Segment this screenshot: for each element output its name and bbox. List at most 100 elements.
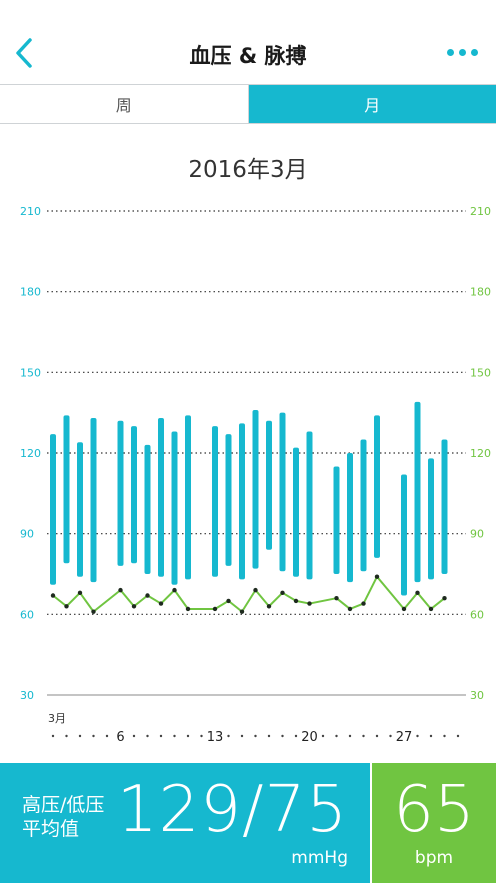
- x-day-dot: [281, 734, 284, 738]
- x-day-dot: [443, 734, 446, 738]
- bp-range-bar: [347, 453, 353, 583]
- x-day-dot: [105, 734, 109, 738]
- y-tick-label-left: 180: [20, 286, 41, 299]
- x-day-dot: [240, 734, 244, 738]
- pulse-point: [428, 606, 434, 612]
- bp-range-bar: [441, 439, 448, 574]
- bp-range-bar: [428, 458, 434, 580]
- bp-range-bar: [63, 415, 70, 564]
- pulse-point: [185, 606, 191, 612]
- pulse-point: [212, 606, 218, 612]
- bp-range-bar: [239, 423, 245, 580]
- pulse-point: [131, 604, 137, 609]
- x-day-dot: [51, 734, 55, 738]
- chevron-left-icon: [16, 38, 32, 68]
- x-day-dot: [254, 734, 257, 738]
- x-day-dot: [267, 734, 271, 738]
- bp-range-bar: [293, 447, 299, 577]
- bp-range-bar: [225, 434, 232, 566]
- bp-average-label-line2: 平均值: [22, 818, 80, 840]
- pulse-point: [280, 590, 285, 596]
- bp-average-value: 129/75: [116, 773, 348, 847]
- x-day-dot: [78, 734, 82, 738]
- bp-range-bar: [360, 439, 367, 572]
- x-day-dot: [132, 734, 136, 738]
- pulse-point: [226, 598, 231, 604]
- period-tabs: 周 月: [0, 85, 496, 124]
- x-day-dot: [65, 734, 68, 738]
- x-day-dot: [92, 734, 95, 738]
- x-day-label: 20: [301, 730, 318, 745]
- x-day-dot: [173, 734, 176, 738]
- pulse-point: [91, 609, 96, 614]
- x-day-dot: [429, 734, 433, 738]
- x-day-label: 27: [396, 730, 413, 745]
- x-day-dot: [200, 734, 203, 738]
- more-button[interactable]: [436, 36, 488, 68]
- x-day-dot: [146, 734, 149, 738]
- y-tick-label-left: 60: [20, 608, 34, 621]
- x-day-dot: [159, 734, 163, 738]
- x-day-dot: [389, 734, 392, 738]
- bp-summary-panel: 高压/低压 平均值 129/75 mmHg: [0, 763, 370, 883]
- pulse-point: [172, 587, 177, 593]
- pulse-point: [158, 601, 164, 606]
- period-title: 2016年3月: [188, 157, 308, 183]
- y-tick-label-right: 90: [470, 528, 484, 541]
- pulse-point: [361, 601, 366, 606]
- bp-range-bar: [144, 444, 151, 574]
- page-title: 血压 & 脉搏: [189, 44, 307, 68]
- pulse-point: [293, 598, 299, 604]
- more-dots-icon: [470, 48, 478, 56]
- x-day-dot: [362, 734, 365, 738]
- x-day-dot: [416, 734, 419, 738]
- pulse-point: [145, 593, 150, 598]
- bp-range-bar: [306, 431, 313, 580]
- x-month-label: 3月: [48, 712, 66, 725]
- pulse-point: [266, 604, 272, 609]
- bp-average-label: 高压/低压 平均值: [22, 793, 104, 841]
- bp-range-bar: [90, 418, 97, 583]
- bp-range-bar: [77, 442, 83, 577]
- bp-range-bar: [252, 409, 259, 569]
- bp-unit: mmHg: [291, 848, 348, 868]
- tab-week[interactable]: 周: [0, 85, 249, 123]
- pulse-point: [374, 574, 380, 579]
- tab-month[interactable]: 月: [248, 85, 496, 123]
- x-day-dot: [227, 734, 230, 738]
- back-button[interactable]: [6, 30, 46, 74]
- pulse-point: [239, 609, 245, 614]
- pulse-point: [307, 601, 312, 606]
- y-tick-label-left: 90: [20, 528, 34, 541]
- x-day-dot: [456, 734, 460, 738]
- bp-average-label-line1: 高压/低压: [22, 794, 105, 816]
- pulse-line: [52, 575, 446, 613]
- y-tick-label-left: 120: [20, 447, 41, 460]
- bp-range-bar: [185, 415, 191, 580]
- x-day-dot: [348, 734, 352, 738]
- bp-range-bar: [131, 426, 137, 564]
- bp-range-bar: [171, 431, 178, 585]
- x-day-dot: [321, 734, 325, 738]
- more-dots-icon: [446, 48, 454, 56]
- pulse-point: [77, 590, 83, 596]
- x-day-label: 6: [116, 730, 124, 745]
- y-tick-label-right: 30: [470, 689, 484, 702]
- bp-range-bar: [279, 412, 286, 572]
- pulse-point: [442, 596, 447, 601]
- pulse-point: [50, 593, 56, 598]
- pulse-point: [334, 596, 339, 601]
- x-day-dot: [335, 734, 338, 738]
- bp-range-bar: [266, 420, 272, 550]
- pulse-unit: bpm: [414, 848, 454, 868]
- y-tick-label-right: 180: [470, 286, 491, 299]
- x-day-label: 13: [207, 730, 224, 745]
- pulse-average-value: 65: [393, 773, 475, 847]
- x-day-dot: [375, 734, 379, 738]
- bp-range-bar: [414, 401, 421, 583]
- y-tick-label-left: 210: [20, 205, 41, 218]
- bp-range-bar: [374, 415, 380, 558]
- more-dots-icon: [458, 48, 466, 56]
- blood-pressure-chart: 210 210 180 180 150 150 120 120 90 90 60 60 30 30 3月 6 1…: [20, 205, 491, 745]
- bp-range-bar: [117, 420, 124, 566]
